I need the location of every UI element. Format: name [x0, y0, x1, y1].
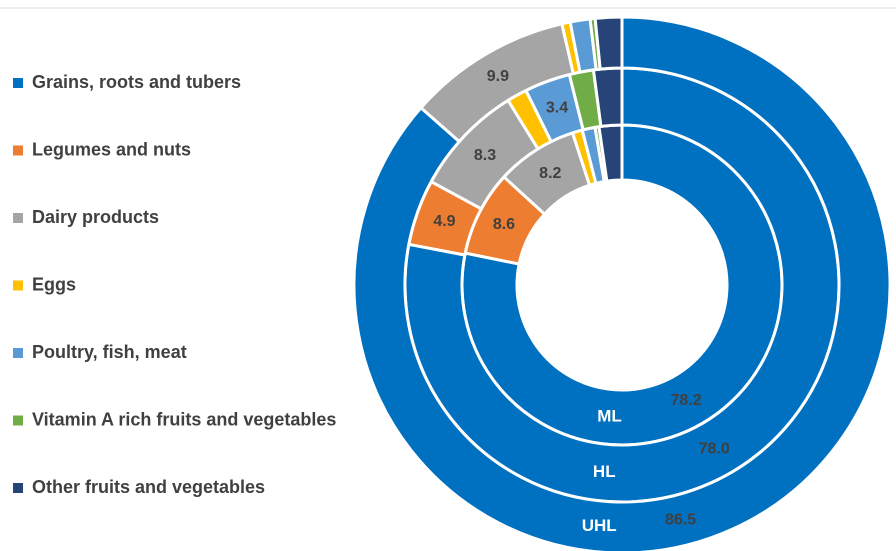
data-label: 8.3 — [474, 147, 496, 164]
data-label: 3.4 — [546, 99, 568, 116]
legend-label: Poultry, fish, meat — [32, 342, 187, 362]
data-label: 86.5 — [665, 512, 696, 529]
legend-swatch — [13, 415, 23, 426]
legend-label: Other fruits and vegetables — [32, 477, 265, 497]
legend-label: Eggs — [32, 274, 76, 294]
series-label: HL — [593, 462, 616, 481]
data-label: 9.9 — [487, 68, 509, 85]
legend-swatch — [13, 145, 23, 156]
data-label: 8.2 — [539, 165, 561, 182]
segment — [593, 15, 624, 71]
data-label: 4.9 — [433, 213, 455, 230]
legend-swatch — [13, 280, 23, 291]
legend-swatch — [13, 348, 23, 358]
legend-swatch — [13, 483, 23, 493]
legend-swatch — [13, 213, 23, 223]
legend-label: Vitamin A rich fruits and vegetables — [32, 409, 336, 429]
legend-label: Dairy products — [32, 207, 159, 227]
segment — [352, 15, 892, 551]
legend-label: Grains, roots and tubers — [32, 72, 241, 92]
series-label: UHL — [582, 516, 617, 535]
data-label: 78.2 — [671, 392, 702, 409]
data-label: 8.6 — [493, 216, 515, 233]
series-label: ML — [597, 406, 622, 425]
data-label: 78.0 — [699, 441, 730, 458]
legend-label: Legumes and nuts — [32, 139, 191, 159]
legend-swatch — [13, 78, 23, 88]
